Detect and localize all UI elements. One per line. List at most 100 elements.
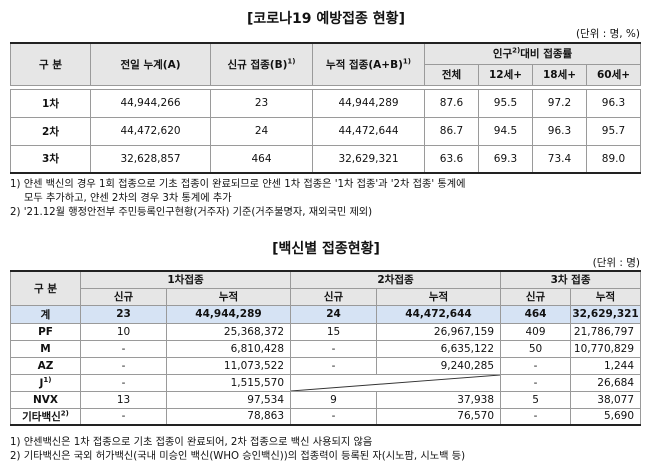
cell-a18: 97.2 bbox=[532, 88, 587, 118]
row-label: J1) bbox=[10, 373, 81, 392]
cell-d2-new: - bbox=[290, 339, 378, 358]
cell-cum: 44,944,289 bbox=[312, 88, 425, 118]
table-row: J1) - 1,515,570 - 26,684 bbox=[10, 373, 642, 392]
cell-d3-new: 409 bbox=[500, 322, 572, 341]
cell-d2-new: 24 bbox=[290, 304, 378, 324]
row-label: M bbox=[10, 339, 81, 358]
cell-d3-cum: 10,770,829 bbox=[570, 339, 642, 358]
header-cum: 누적 bbox=[570, 287, 642, 306]
note-line: 1) 얀센백신은 1차 접종으로 기초 접종이 완료되어, 2차 접종으로 백신… bbox=[10, 437, 373, 448]
row-label: 기타백신2) bbox=[10, 407, 81, 426]
cell-d2-cum: 26,967,159 bbox=[376, 322, 502, 341]
cell-d1-cum: 6,810,428 bbox=[165, 339, 292, 358]
cell-d2-cum: 37,938 bbox=[376, 390, 502, 409]
cell-a12: 94.5 bbox=[478, 116, 533, 146]
header-new: 신규 접종(B)1) bbox=[210, 42, 313, 86]
cell-d2-cum: 44,472,644 bbox=[376, 304, 502, 324]
cell-d2-cum: 76,570 bbox=[376, 407, 502, 426]
cell-d3-new: 50 bbox=[500, 339, 572, 358]
cell-d1-new: 23 bbox=[80, 304, 167, 324]
table2-unit: (단위 : 명) bbox=[592, 257, 640, 269]
cell-prev: 44,944,266 bbox=[90, 88, 211, 118]
table-row: 3차 32,628,857 464 32,629,321 63.6 69.3 7… bbox=[10, 144, 641, 174]
row-label: PF bbox=[10, 322, 81, 341]
cell-d1-cum: 11,073,522 bbox=[165, 356, 292, 375]
cell-d1-cum: 25,368,372 bbox=[165, 322, 292, 341]
table-row: 기타백신2) - 78,863 - 76,570 - 5,690 bbox=[10, 407, 642, 426]
header-division: 구 분 bbox=[10, 270, 81, 306]
header-new: 신규 bbox=[290, 287, 378, 306]
cell-d1-cum: 97,534 bbox=[165, 390, 292, 409]
table1-notes: 1) 얀센 백신의 경우 1회 접종으로 기초 접종이 완료되므로 얀센 1차 … bbox=[10, 178, 640, 220]
cell-d1-new: - bbox=[80, 407, 167, 426]
cell-a18: 96.3 bbox=[532, 116, 587, 146]
table-row: 1차 44,944,266 23 44,944,289 87.6 95.5 97… bbox=[10, 88, 641, 118]
cell-prev: 44,472,620 bbox=[90, 116, 211, 146]
row-label: NVX bbox=[10, 390, 81, 409]
cell-prev: 32,628,857 bbox=[90, 144, 211, 174]
diagonal-line bbox=[291, 375, 500, 390]
cell-all: 63.6 bbox=[424, 144, 479, 174]
header-dose2: 2차접종 bbox=[290, 270, 502, 289]
table1-unit: (단위 : 명, %) bbox=[575, 28, 640, 40]
cell-d1-cum: 44,944,289 bbox=[165, 304, 292, 324]
cell-d1-cum: 78,863 bbox=[165, 407, 292, 426]
cell-a60: 95.7 bbox=[586, 116, 641, 146]
note-line: 1) 얀센 백신의 경우 1회 접종으로 기초 접종이 완료되므로 얀센 1차 … bbox=[10, 179, 466, 190]
cell-new: 464 bbox=[210, 144, 313, 174]
cell-new: 23 bbox=[210, 88, 313, 118]
cell-d2-cum: 9,240,285 bbox=[376, 356, 502, 375]
row-label: AZ bbox=[10, 356, 81, 375]
row-label: 3차 bbox=[10, 144, 91, 174]
cell-d1-new: - bbox=[80, 339, 167, 358]
table-row: PF 10 25,368,372 15 26,967,159 409 21,78… bbox=[10, 322, 642, 341]
header-prev-cumulative: 전일 누계(A) bbox=[90, 42, 211, 86]
cell-d1-new: 13 bbox=[80, 390, 167, 409]
not-applicable-cell bbox=[290, 373, 502, 392]
total-row: 계 23 44,944,289 24 44,472,644 464 32,629… bbox=[10, 304, 642, 324]
header-ratio-group: 인구2)대비 접종률 bbox=[424, 42, 641, 65]
cell-d1-new: - bbox=[80, 356, 167, 375]
vaccine-type-table: 구 분 1차접종 2차접종 3차 접종 신규 누적 신규 누적 신규 누적 계 … bbox=[10, 270, 642, 426]
table2-notes: 1) 얀센백신은 1차 접종으로 기초 접종이 완료되어, 2차 접종으로 백신… bbox=[10, 436, 640, 464]
cell-new: 24 bbox=[210, 116, 313, 146]
header-new: 신규 bbox=[80, 287, 167, 306]
cell-d3-new: 464 bbox=[500, 304, 572, 324]
header-dose1: 1차접종 bbox=[79, 270, 292, 289]
cell-d2-new: - bbox=[290, 356, 378, 375]
table-row: AZ - 11,073,522 - 9,240,285 - 1,244 bbox=[10, 356, 642, 375]
row-label: 1차 bbox=[10, 88, 91, 118]
cell-a12: 95.5 bbox=[478, 88, 533, 118]
note-line: 2) '21.12월 행정안전부 주민등록인구현황(거주자) 기준(거주불명자,… bbox=[10, 207, 373, 218]
row-label: 계 bbox=[10, 304, 81, 324]
cell-d2-cum: 6,635,122 bbox=[376, 339, 502, 358]
header-age12: 12세+ bbox=[478, 63, 533, 86]
cell-d3-cum: 5,690 bbox=[570, 407, 642, 426]
header-cum: 누적 bbox=[376, 287, 502, 306]
header-cum: 누적 bbox=[165, 287, 292, 306]
cell-d2-new: - bbox=[290, 407, 378, 426]
cell-d3-cum: 26,684 bbox=[570, 373, 642, 392]
cell-d2-new: 15 bbox=[290, 322, 378, 341]
cell-d2-new: 9 bbox=[290, 390, 378, 409]
cell-d3-new: - bbox=[500, 356, 572, 375]
header-age60: 60세+ bbox=[586, 63, 641, 86]
cell-d1-cum: 1,515,570 bbox=[165, 373, 292, 392]
table1-title: [코로나19 예방접종 현황] bbox=[247, 11, 405, 27]
cell-a18: 73.4 bbox=[532, 144, 587, 174]
cell-d1-new: - bbox=[80, 373, 167, 392]
cell-all: 87.6 bbox=[424, 88, 479, 118]
cell-d3-new: 5 bbox=[500, 390, 572, 409]
cell-a60: 89.0 bbox=[586, 144, 641, 174]
cell-cum: 32,629,321 bbox=[312, 144, 425, 174]
cell-all: 86.7 bbox=[424, 116, 479, 146]
cell-d1-new: 10 bbox=[80, 322, 167, 341]
cell-a60: 96.3 bbox=[586, 88, 641, 118]
cell-d3-cum: 32,629,321 bbox=[570, 304, 642, 324]
table-row: 2차 44,472,620 24 44,472,644 86.7 94.5 96… bbox=[10, 116, 641, 146]
table2-title: [백신별 접종현황] bbox=[272, 241, 380, 257]
table-row: NVX 13 97,534 9 37,938 5 38,077 bbox=[10, 390, 642, 409]
note-line: 2) 기타백신은 국외 허가백신(국내 미승인 백신(WHO 승인백신))의 접… bbox=[10, 451, 466, 462]
header-age18: 18세+ bbox=[532, 63, 587, 86]
header-cumulative: 누적 접종(A+B)1) bbox=[312, 42, 425, 86]
